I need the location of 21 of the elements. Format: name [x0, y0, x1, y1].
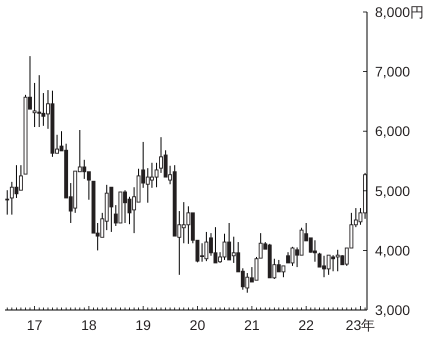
y-tick-label: 3,000 [375, 302, 410, 318]
x-tick-label: 18 [81, 317, 97, 333]
x-tick-label: 19 [135, 317, 152, 333]
y-tick-label: 6,000 [375, 123, 410, 140]
x-tick-label: 22 [298, 317, 314, 333]
candlestick [312, 240, 317, 262]
y-tick-label: 7,000 [375, 64, 410, 80]
candlestick [258, 232, 263, 259]
y-tick-label: 4,000 [375, 242, 410, 258]
candlestick [109, 186, 114, 232]
candlestick [18, 164, 23, 191]
y-tick-label: 5,000 [375, 182, 410, 199]
x-tick-label: 20 [190, 317, 206, 333]
y-tick-label: 8,000円 [375, 4, 424, 20]
candlestick [318, 252, 322, 268]
x-tick-label: 23年 [346, 317, 376, 333]
candlestick [281, 265, 286, 278]
candlestick [5, 190, 10, 216]
x-tick-label: 17 [26, 317, 43, 333]
x-tick-label: 21 [244, 317, 260, 333]
candlestick [32, 82, 37, 128]
